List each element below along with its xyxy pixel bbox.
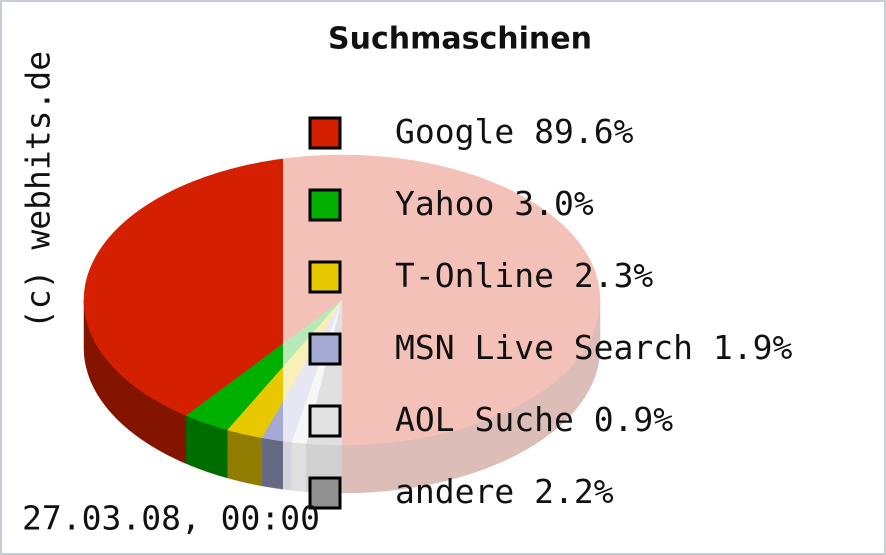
legend-value: 2.3% [574, 256, 654, 295]
legend-value: 2.2% [534, 472, 614, 511]
chart-title: Suchmaschinen [328, 22, 592, 57]
copyright: (c) webhits.de [19, 51, 58, 329]
legend-swatch [308, 188, 342, 222]
legend-category: Yahoo [395, 184, 494, 223]
legend-category: T-Online [395, 256, 554, 295]
legend-label: AOL Suche 0.9% [395, 400, 673, 439]
legend-panel [283, 80, 883, 540]
legend-value: 1.9% [713, 328, 793, 367]
legend-swatch [308, 476, 342, 510]
date: 27.03.08, 00:00 [22, 499, 320, 538]
legend-value: 89.6% [534, 112, 633, 151]
legend-label: andere 2.2% [395, 472, 614, 511]
legend-label: MSN Live Search 1.9% [395, 328, 792, 367]
legend-category: AOL Suche [395, 400, 574, 439]
legend-value: 3.0% [514, 184, 594, 223]
legend-value: 0.9% [594, 400, 674, 439]
legend-label: Yahoo 3.0% [395, 184, 594, 223]
legend-swatch [308, 404, 342, 438]
legend-category: Google [395, 112, 514, 151]
legend-swatch [308, 260, 342, 294]
legend-label: T-Online 2.3% [395, 256, 653, 295]
legend-swatch [308, 116, 342, 150]
legend-category: andere [395, 472, 514, 511]
legend: Google 89.6% Yahoo 3.0% T-Online 2.3% MSN L… [308, 112, 792, 511]
legend-swatch [308, 332, 342, 366]
legend-category: MSN Live Search [395, 328, 693, 367]
legend-label: Google 89.6% [395, 112, 634, 151]
pie-side [227, 429, 263, 487]
